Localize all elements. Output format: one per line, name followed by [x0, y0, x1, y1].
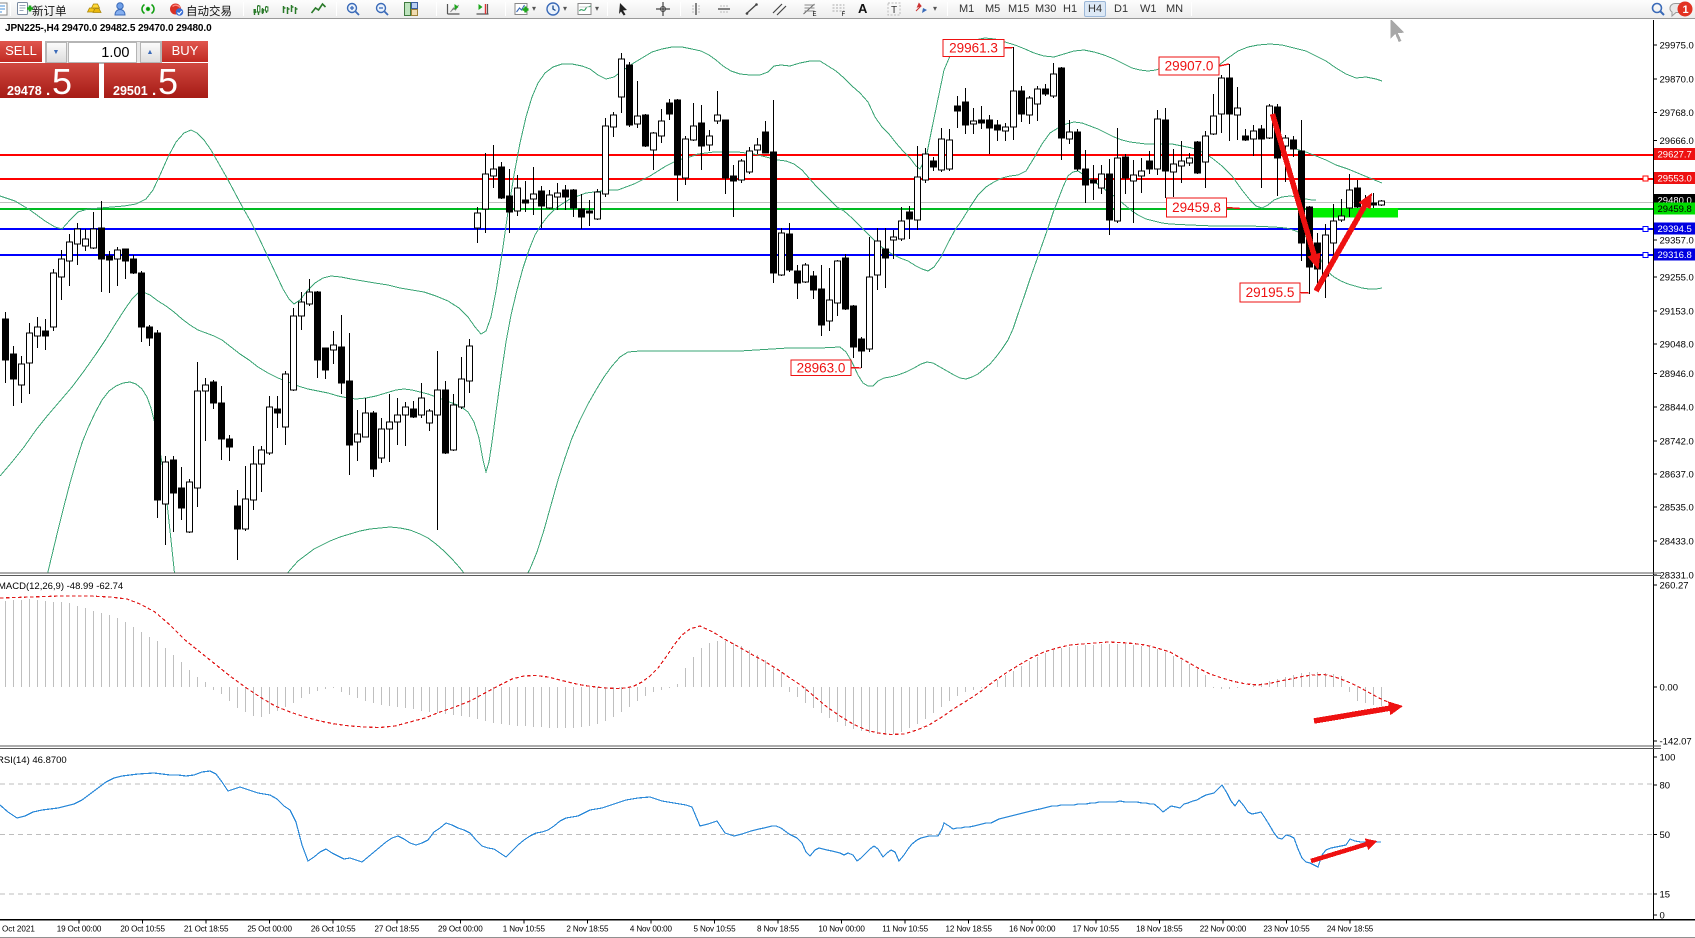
svg-text:Oct 2021: Oct 2021	[2, 925, 35, 934]
svg-text:18 Nov 18:55: 18 Nov 18:55	[1136, 925, 1183, 934]
svg-text:28963.0: 28963.0	[797, 360, 846, 375]
svg-text:28331.0: 28331.0	[1660, 571, 1694, 582]
svg-text:21 Oct 18:55: 21 Oct 18:55	[184, 925, 229, 934]
svg-text:29975.0: 29975.0	[1660, 41, 1694, 52]
svg-text:29870.0: 29870.0	[1660, 75, 1694, 86]
svg-text:F: F	[842, 12, 846, 17]
svg-text:16 Nov 00:00: 16 Nov 00:00	[1009, 925, 1056, 934]
svg-text:E: E	[813, 12, 817, 17]
svg-text:29666.0: 29666.0	[1660, 136, 1694, 147]
svg-text:1 Nov 10:55: 1 Nov 10:55	[503, 925, 546, 934]
svg-text:100: 100	[1660, 753, 1676, 764]
svg-text:MACD(12,26,9) -48.99 -62.74: MACD(12,26,9) -48.99 -62.74	[0, 581, 123, 592]
svg-text:26 Oct 10:55: 26 Oct 10:55	[311, 925, 356, 934]
svg-text:29048.0: 29048.0	[1660, 340, 1694, 351]
svg-text:10 Nov 00:00: 10 Nov 00:00	[818, 925, 865, 934]
svg-text:29394.5: 29394.5	[1658, 224, 1692, 235]
svg-text:20 Oct 10:55: 20 Oct 10:55	[120, 925, 165, 934]
svg-text:24 Nov 18:55: 24 Nov 18:55	[1327, 925, 1374, 934]
svg-text:28433.0: 28433.0	[1660, 537, 1694, 548]
svg-text:17 Nov 10:55: 17 Nov 10:55	[1073, 925, 1120, 934]
svg-text:29961.3: 29961.3	[949, 41, 998, 56]
svg-text:12 Nov 18:55: 12 Nov 18:55	[946, 925, 993, 934]
svg-text:27 Oct 18:55: 27 Oct 18:55	[375, 925, 420, 934]
svg-text:29255.0: 29255.0	[1660, 273, 1694, 284]
svg-text:29459.8: 29459.8	[1172, 200, 1221, 215]
svg-text:29553.0: 29553.0	[1658, 174, 1692, 185]
svg-text:28535.0: 28535.0	[1660, 503, 1694, 514]
svg-text:8 Nov 18:55: 8 Nov 18:55	[757, 925, 800, 934]
svg-text:0: 0	[1660, 911, 1665, 922]
svg-text:29153.0: 29153.0	[1660, 307, 1694, 318]
svg-text:T: T	[891, 5, 897, 16]
svg-text:22 Nov 00:00: 22 Nov 00:00	[1200, 925, 1247, 934]
svg-text:28844.0: 28844.0	[1660, 403, 1694, 414]
svg-text:5 Nov 10:55: 5 Nov 10:55	[694, 925, 737, 934]
svg-text:4 Nov 00:00: 4 Nov 00:00	[630, 925, 673, 934]
svg-text:-142.07: -142.07	[1660, 737, 1692, 748]
svg-text:29195.5: 29195.5	[1246, 285, 1295, 300]
svg-text:29627.7: 29627.7	[1658, 150, 1692, 161]
svg-text:2 Nov 18:55: 2 Nov 18:55	[566, 925, 609, 934]
svg-text:19 Oct 00:00: 19 Oct 00:00	[57, 925, 102, 934]
svg-text:28742.0: 28742.0	[1660, 437, 1694, 448]
svg-text:28946.0: 28946.0	[1660, 369, 1694, 380]
svg-text:29316.8: 29316.8	[1658, 250, 1692, 261]
svg-text:50: 50	[1660, 830, 1671, 841]
svg-text:RSI(14) 46.8700: RSI(14) 46.8700	[0, 755, 67, 766]
svg-text:29 Oct 00:00: 29 Oct 00:00	[438, 925, 483, 934]
svg-text:15: 15	[1660, 890, 1671, 901]
svg-text:28637.0: 28637.0	[1660, 470, 1694, 481]
svg-text:29768.0: 29768.0	[1660, 108, 1694, 119]
svg-text:29480.0: 29480.0	[1658, 196, 1692, 207]
svg-text:29459.8: 29459.8	[1658, 204, 1692, 215]
svg-text:29907.0: 29907.0	[1165, 59, 1214, 74]
svg-text:1: 1	[1683, 4, 1689, 16]
svg-text:29357.0: 29357.0	[1660, 236, 1694, 247]
svg-text:25 Oct 00:00: 25 Oct 00:00	[247, 925, 292, 934]
svg-text:260.27: 260.27	[1660, 581, 1689, 592]
svg-text:23 Nov 10:55: 23 Nov 10:55	[1263, 925, 1310, 934]
svg-text:0.00: 0.00	[1660, 683, 1679, 694]
svg-text:11 Nov 10:55: 11 Nov 10:55	[882, 925, 928, 934]
svg-text:80: 80	[1660, 781, 1671, 792]
